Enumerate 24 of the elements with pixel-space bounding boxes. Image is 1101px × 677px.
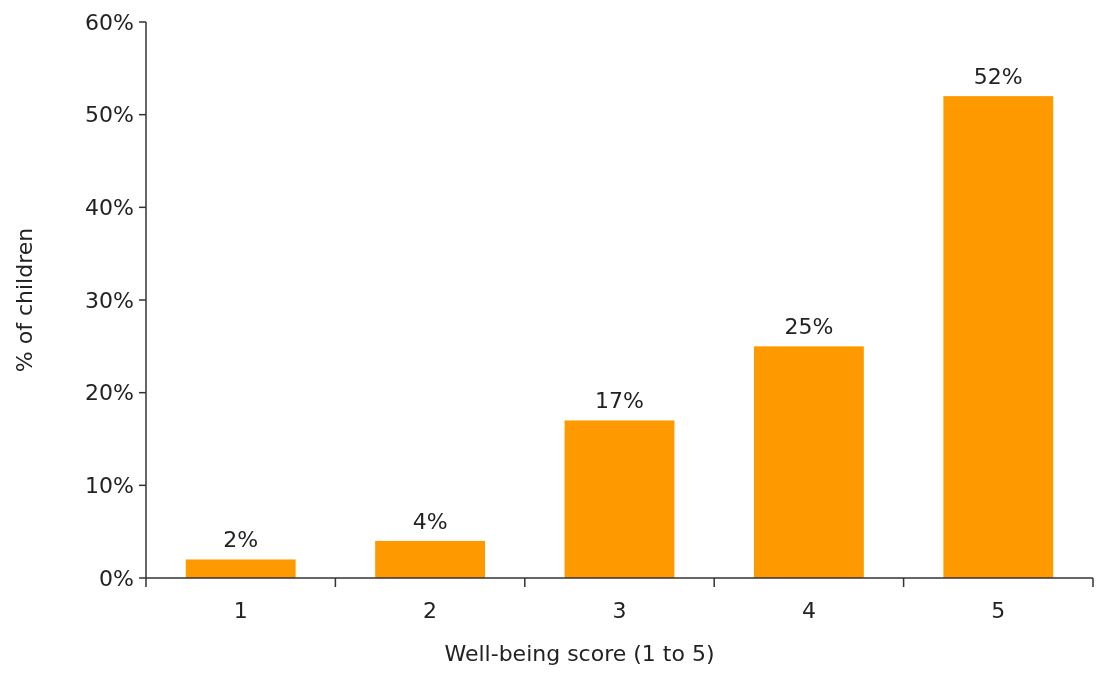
data-label: 52% [973, 64, 1023, 90]
data-label: 2% [223, 527, 259, 553]
y-tick-label: 10% [85, 473, 134, 499]
bar [564, 420, 675, 578]
bar [943, 96, 1054, 578]
data-label: 25% [784, 314, 834, 340]
y-tick-label: 30% [85, 287, 134, 313]
x-tick-label: 3 [612, 598, 627, 623]
y-tick-label: 0% [99, 565, 134, 591]
x-tick-label: 5 [991, 598, 1006, 623]
x-tick-label: 2 [423, 598, 438, 623]
y-axis-title: % of children [12, 227, 37, 373]
y-tick-label: 20% [85, 380, 134, 406]
bar [375, 540, 486, 578]
data-label: 4% [412, 508, 448, 534]
y-tick-label: 40% [85, 195, 134, 221]
y-tick-label: 60% [85, 9, 134, 35]
data-label: 17% [595, 388, 644, 414]
x-tick-label: 4 [801, 598, 816, 623]
bar [185, 559, 296, 578]
bar [753, 346, 864, 578]
x-axis-title: Well-being score (1 to 5) [444, 641, 715, 666]
y-tick-label: 50% [85, 102, 134, 128]
x-tick-label: 1 [233, 598, 248, 623]
